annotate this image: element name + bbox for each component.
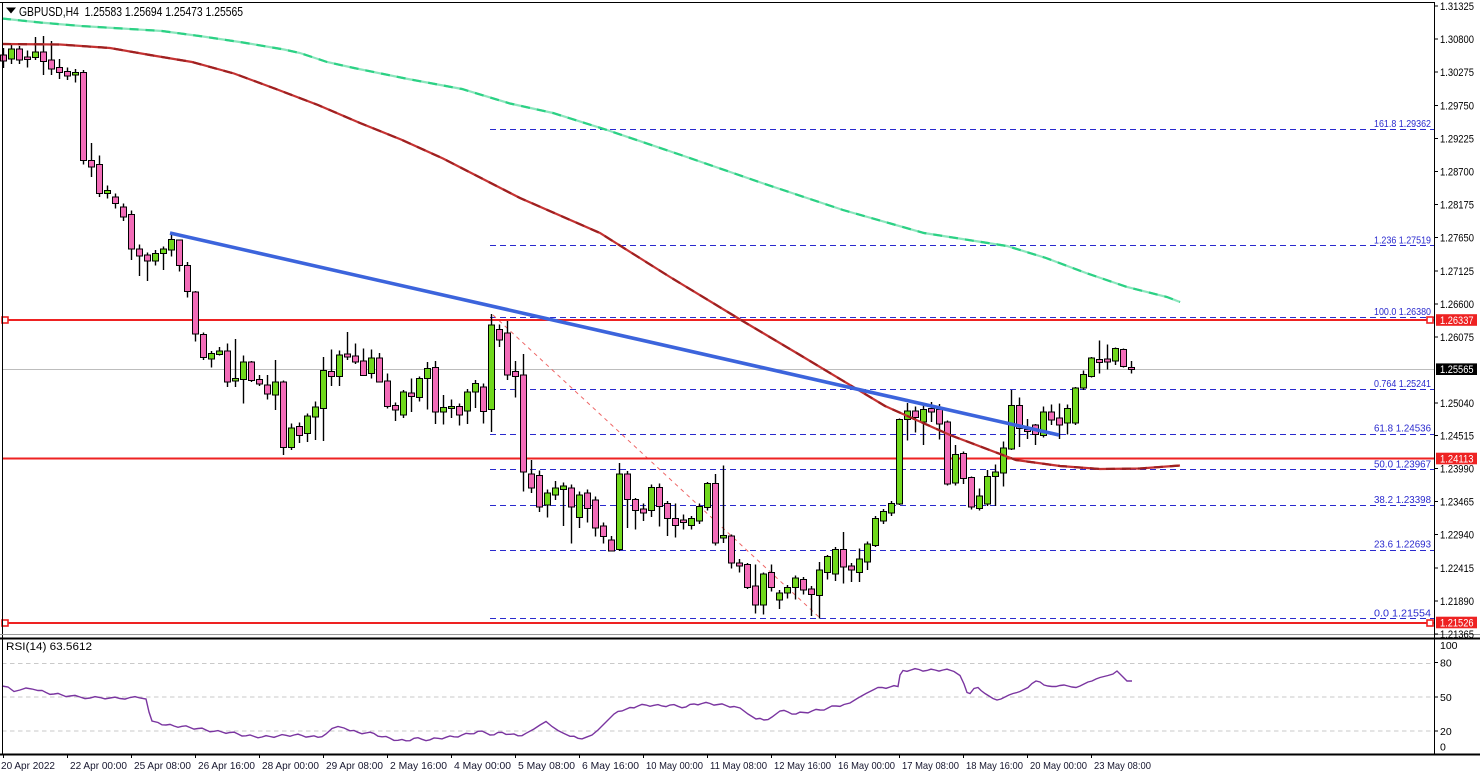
svg-text:2 May 16:00: 2 May 16:00 (390, 760, 447, 772)
svg-text:1.25565: 1.25565 (1440, 364, 1474, 376)
svg-text:100.0 1.26380: 100.0 1.26380 (1374, 306, 1431, 318)
svg-text:26 Apr 16:00: 26 Apr 16:00 (198, 760, 255, 772)
svg-text:1.26600: 1.26600 (1440, 299, 1474, 311)
svg-text:1.27650: 1.27650 (1440, 233, 1474, 245)
svg-text:5 May 08:00: 5 May 08:00 (518, 760, 575, 772)
svg-text:1.24515: 1.24515 (1440, 430, 1474, 442)
svg-text:1.28175: 1.28175 (1440, 200, 1474, 212)
svg-text:1.30275: 1.30275 (1440, 67, 1474, 79)
svg-text:61.8 1.24536: 61.8 1.24536 (1374, 423, 1431, 435)
svg-text:10 May 00:00: 10 May 00:00 (646, 760, 703, 772)
svg-text:25 Apr 08:00: 25 Apr 08:00 (134, 760, 191, 772)
svg-text:29 Apr 08:00: 29 Apr 08:00 (326, 760, 383, 772)
svg-text:0.0 1.21554: 0.0 1.21554 (1374, 607, 1431, 619)
svg-text:80: 80 (1440, 658, 1452, 670)
svg-text:0.764 1.25241: 0.764 1.25241 (1374, 378, 1431, 390)
svg-text:16 May 00:00: 16 May 00:00 (838, 760, 895, 772)
svg-text:1.28700: 1.28700 (1440, 167, 1474, 179)
svg-text:20 May 00:00: 20 May 00:00 (1030, 760, 1087, 772)
svg-text:1.21890: 1.21890 (1440, 596, 1474, 608)
svg-text:23.6 1.22693: 23.6 1.22693 (1374, 539, 1431, 551)
svg-text:28 Apr 00:00: 28 Apr 00:00 (262, 760, 319, 772)
svg-text:GBPUSD,H4 1.25583 1.25694 1.2: GBPUSD,H4 1.25583 1.25694 1.25473 1.2556… (19, 5, 243, 19)
svg-text:161.8 1.29362: 161.8 1.29362 (1374, 118, 1431, 130)
svg-text:22 Apr 00:00: 22 Apr 00:00 (70, 760, 127, 772)
svg-text:50: 50 (1440, 692, 1452, 704)
svg-text:0: 0 (1440, 742, 1446, 754)
svg-text:1.23990: 1.23990 (1440, 464, 1474, 476)
svg-text:1.29750: 1.29750 (1440, 100, 1474, 112)
svg-text:1.27125: 1.27125 (1440, 266, 1474, 278)
svg-text:RSI(14) 63.5612: RSI(14) 63.5612 (6, 641, 92, 653)
svg-text:1.23465: 1.23465 (1440, 497, 1474, 509)
svg-text:1.21365: 1.21365 (1440, 629, 1474, 641)
svg-text:17 May 08:00: 17 May 08:00 (902, 760, 959, 772)
svg-text:12 May 16:00: 12 May 16:00 (774, 760, 831, 772)
svg-text:100: 100 (1440, 640, 1458, 652)
svg-text:23 May 08:00: 23 May 08:00 (1094, 760, 1151, 772)
svg-text:1.24113: 1.24113 (1440, 453, 1474, 465)
svg-text:1.31325: 1.31325 (1440, 1, 1474, 13)
svg-text:1.26075: 1.26075 (1440, 332, 1474, 344)
svg-text:50.0 1.23967: 50.0 1.23967 (1374, 458, 1431, 470)
svg-text:38.2 1.23398: 38.2 1.23398 (1374, 494, 1431, 506)
svg-text:1.22415: 1.22415 (1440, 563, 1474, 575)
svg-text:6 May 16:00: 6 May 16:00 (582, 760, 639, 772)
svg-text:11 May 08:00: 11 May 08:00 (710, 760, 767, 772)
svg-text:20 Apr 2022: 20 Apr 2022 (1, 760, 55, 772)
svg-text:1.25040: 1.25040 (1440, 398, 1474, 410)
svg-text:1.21526: 1.21526 (1440, 617, 1474, 629)
svg-text:20: 20 (1440, 726, 1452, 738)
svg-text:18 May 16:00: 18 May 16:00 (966, 760, 1023, 772)
svg-text:1.236 1.27519: 1.236 1.27519 (1374, 234, 1431, 246)
svg-text:1.29225: 1.29225 (1440, 133, 1474, 145)
svg-text:4 May 00:00: 4 May 00:00 (454, 760, 511, 772)
svg-text:1.22940: 1.22940 (1440, 530, 1474, 542)
svg-text:1.26337: 1.26337 (1440, 315, 1474, 327)
svg-text:1.30800: 1.30800 (1440, 34, 1474, 46)
